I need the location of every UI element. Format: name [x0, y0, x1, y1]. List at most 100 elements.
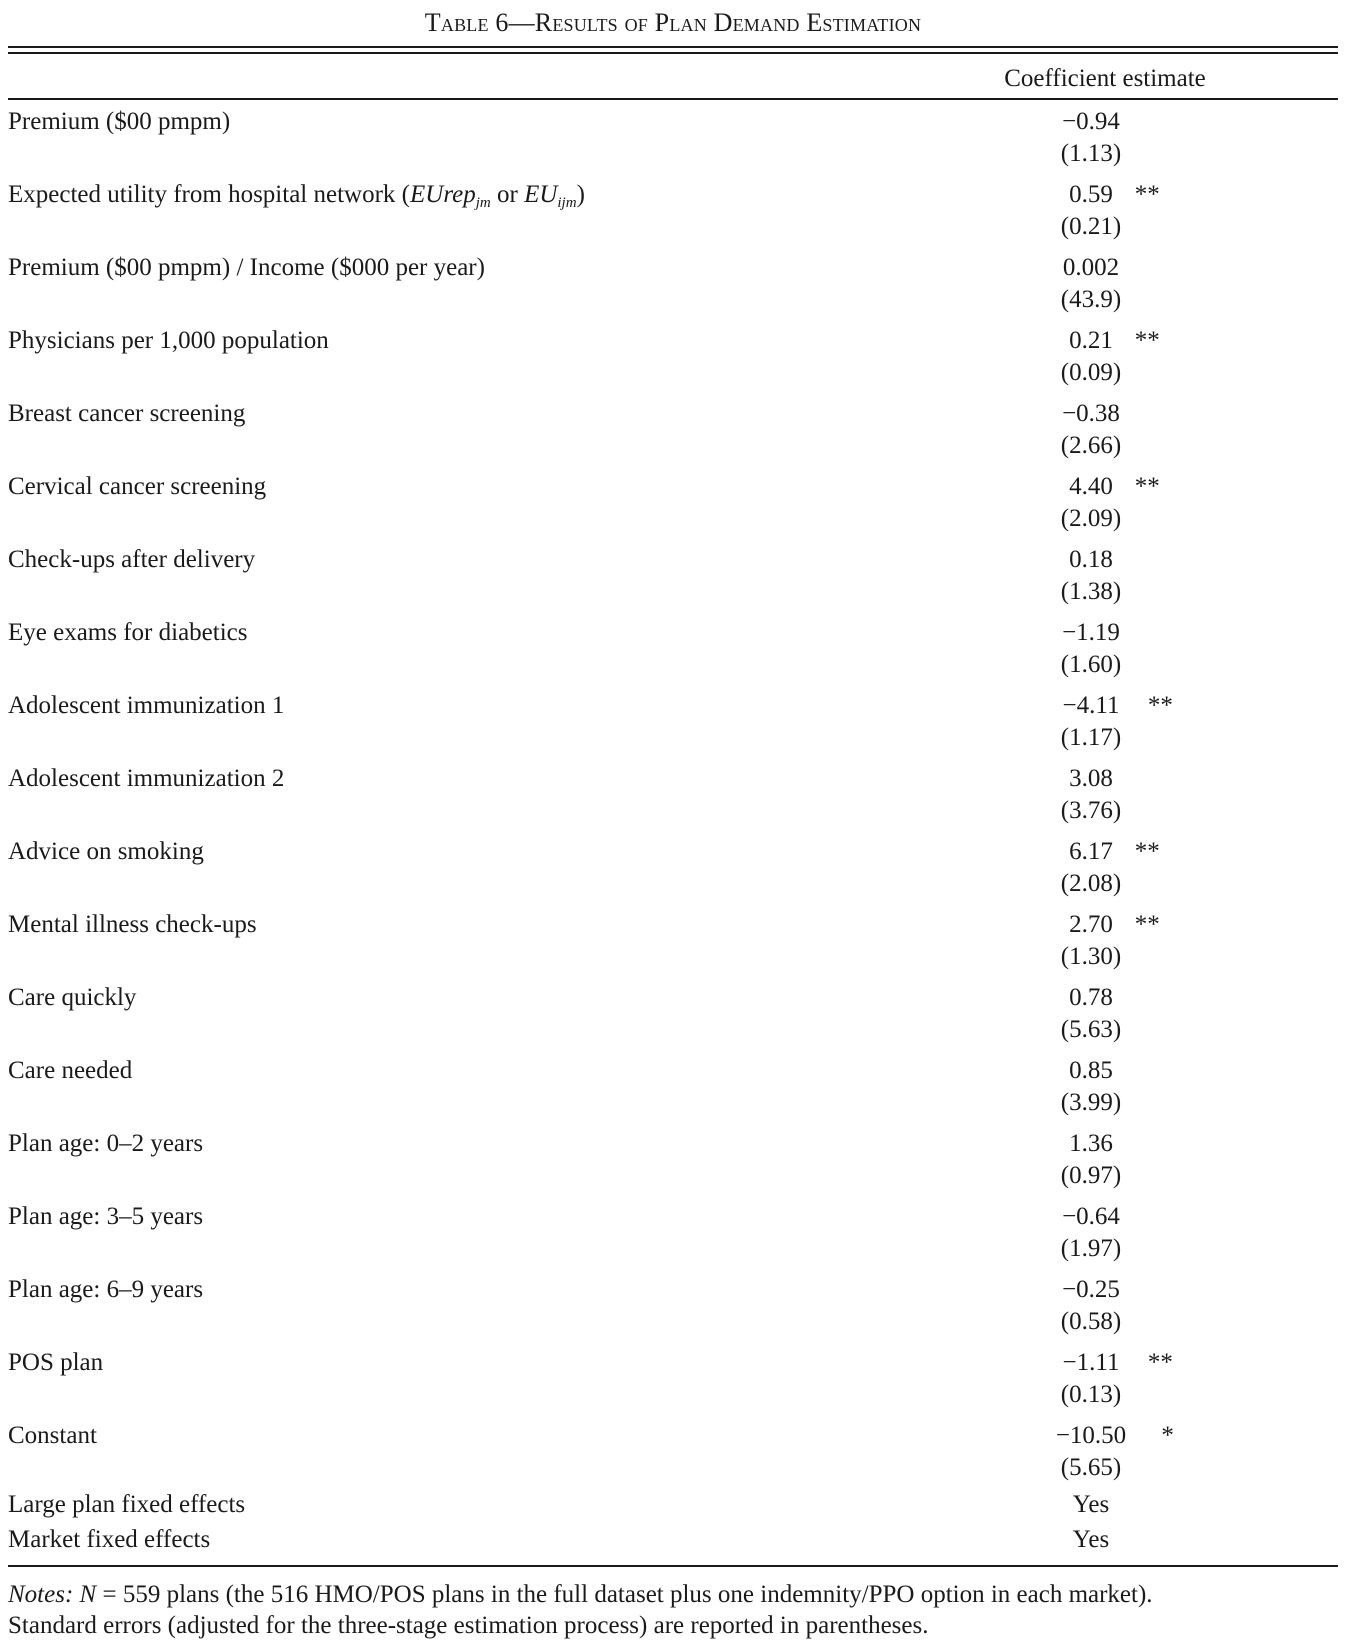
bottom-rule	[8, 1565, 1338, 1567]
standard-error-cell: (43.9)	[1060, 286, 1122, 313]
standard-error-cell: (3.76)	[1060, 797, 1122, 824]
table-title: Table 6—Results of Plan Demand Estimatio…	[8, 0, 1338, 46]
label-part: ijm	[557, 195, 577, 211]
standard-error-cell: (3.99)	[1060, 1089, 1122, 1116]
row-label: Advice on smoking	[8, 838, 204, 865]
coefficient-cell: −0.94	[1062, 108, 1149, 136]
standard-error-cell: (2.08)	[1060, 870, 1122, 897]
coefficient-value: −10.50	[1055, 1422, 1127, 1449]
standard-error-cell: (1.60)	[1060, 651, 1122, 678]
table-row: Care needed 0.85 (3.99)	[8, 1049, 1338, 1122]
fixed-effects-value: Yes	[1072, 1491, 1110, 1518]
standard-error-cell: (0.13)	[1060, 1381, 1122, 1408]
table-row: Premium ($00 pmpm) / Income ($000 per ye…	[8, 246, 1338, 319]
table-row: Constant −10.50 * (5.65)	[8, 1414, 1338, 1487]
notes-lead: Notes:	[8, 1581, 74, 1608]
standard-error-cell: (1.17)	[1060, 724, 1122, 751]
table-row: Cervical cancer screening 4.40 ** (2.09)	[8, 465, 1338, 538]
standard-error-cell: (5.63)	[1060, 1016, 1122, 1043]
table-row: Adolescent immunization 1 −4.11 ** (1.17)	[8, 684, 1338, 757]
table-row: Expected utility from hospital network (…	[8, 173, 1338, 246]
row-label: Plan age: 3–5 years	[8, 1203, 204, 1230]
fixed-effects-label: Market fixed effects	[8, 1526, 211, 1553]
standard-error-cell: (0.58)	[1060, 1308, 1122, 1335]
coefficient-cell: 0.85	[1069, 1057, 1135, 1085]
fixed-effects-row: Large plan fixed effects Yes	[8, 1487, 1338, 1522]
table-row: Care quickly 0.78 (5.63)	[8, 976, 1338, 1049]
coefficient-cell: 6.17 **	[1069, 838, 1160, 865]
table-title-number: Table 6	[424, 8, 509, 37]
coefficient-cell: −0.38	[1062, 400, 1149, 428]
row-label: Breast cancer screening	[8, 400, 246, 427]
coefficient-value: 0.18	[1069, 546, 1113, 573]
notes-n-symbol: N	[79, 1581, 97, 1608]
coefficient-value: 1.36	[1069, 1130, 1113, 1157]
table-title-dash: —	[508, 8, 535, 37]
coefficient-cell: 0.002	[1063, 254, 1147, 282]
coefficient-value: 4.40	[1069, 473, 1113, 500]
coefficient-value: −1.19	[1062, 619, 1120, 646]
coefficient-cell: −0.25	[1062, 1276, 1149, 1304]
table-container: Table 6—Results of Plan Demand Estimatio…	[8, 0, 1338, 1641]
row-label: Expected utility from hospital network (…	[8, 181, 585, 211]
column-header-coefficient: Coefficient estimate	[1004, 65, 1206, 92]
row-label: Adolescent immunization 2	[8, 765, 285, 792]
table-row: Check-ups after delivery 0.18 (1.38)	[8, 538, 1338, 611]
label-part: jm	[475, 195, 491, 211]
table-row: Eye exams for diabetics −1.19 (1.60)	[8, 611, 1338, 684]
coefficient-value: 6.17	[1069, 838, 1113, 865]
row-label: Eye exams for diabetics	[8, 619, 248, 646]
coefficient-cell: −0.64	[1062, 1203, 1149, 1231]
coefficient-value: 3.08	[1069, 765, 1113, 792]
standard-error-cell: (1.13)	[1060, 140, 1122, 167]
row-label: Plan age: 6–9 years	[8, 1276, 204, 1303]
coefficient-cell: 1.36	[1069, 1130, 1135, 1158]
coefficient-cell: 2.70 **	[1069, 911, 1160, 938]
coefficient-value: −1.11	[1062, 1349, 1120, 1376]
coefficient-value: −0.94	[1062, 108, 1120, 135]
coefficient-value: 0.78	[1069, 984, 1113, 1011]
standard-error-cell: (2.66)	[1060, 432, 1122, 459]
coefficient-value: 0.85	[1069, 1057, 1113, 1084]
standard-error-cell: (5.65)	[1060, 1454, 1122, 1481]
row-label: Cervical cancer screening	[8, 473, 267, 500]
table-notes: Notes: N = 559 plans (the 516 HMO/POS pl…	[8, 1579, 1338, 1641]
fixed-effects-section: Large plan fixed effects Yes Market fixed …	[8, 1487, 1338, 1557]
top-double-rule	[8, 46, 1338, 54]
standard-error-cell: (0.21)	[1060, 213, 1122, 240]
row-label: POS plan	[8, 1349, 104, 1376]
row-label: Constant	[8, 1422, 97, 1449]
coefficient-cell: 0.78	[1069, 984, 1135, 1012]
row-label: Plan age: 0–2 years	[8, 1130, 204, 1157]
standard-error-cell: (0.97)	[1060, 1162, 1122, 1189]
coefficient-cell: −1.11 **	[1062, 1349, 1173, 1376]
coefficient-cell: 4.40 **	[1069, 473, 1160, 500]
row-label: Care quickly	[8, 984, 137, 1011]
coefficient-value: −4.11	[1062, 692, 1120, 719]
coefficient-value: 0.59	[1069, 181, 1113, 208]
standard-error-cell: (1.30)	[1060, 943, 1122, 970]
table-title-text: Results of Plan Demand Estimation	[534, 8, 922, 37]
fixed-effects-value: Yes	[1072, 1526, 1110, 1553]
standard-error-cell: (0.09)	[1060, 359, 1122, 386]
notes-text-1: = 559 plans (the 516 HMO/POS plans in th…	[96, 1581, 1153, 1608]
coefficient-cell: −1.19	[1062, 619, 1149, 647]
label-part: EUrep	[410, 181, 476, 208]
label-part: Expected utility from hospital network (	[8, 181, 410, 208]
coefficient-value: 0.21	[1069, 327, 1113, 354]
table-row: Advice on smoking 6.17 ** (2.08)	[8, 830, 1338, 903]
row-label: Premium ($00 pmpm)	[8, 108, 231, 135]
table-row: Mental illness check-ups 2.70 ** (1.30)	[8, 903, 1338, 976]
coefficient-cell: 0.59 **	[1069, 181, 1160, 208]
coefficient-value: −0.38	[1062, 400, 1120, 427]
fixed-effects-label: Large plan fixed effects	[8, 1491, 246, 1518]
coefficient-value: 2.70	[1069, 911, 1113, 938]
table-row: Physicians per 1,000 population 0.21 ** (0.…	[8, 319, 1338, 392]
coefficient-cell: 3.08	[1069, 765, 1135, 793]
coefficient-value: −0.25	[1062, 1276, 1120, 1303]
standard-error-cell: (2.09)	[1060, 505, 1122, 532]
table-row: Adolescent immunization 2 3.08 (3.76)	[8, 757, 1338, 830]
table-row: Breast cancer screening −0.38 (2.66)	[8, 392, 1338, 465]
table-body: Premium ($00 pmpm) −0.94 (1.13) Expected ut…	[8, 100, 1338, 1487]
notes-text-2: Standard errors (adjusted for the three-…	[8, 1612, 929, 1639]
